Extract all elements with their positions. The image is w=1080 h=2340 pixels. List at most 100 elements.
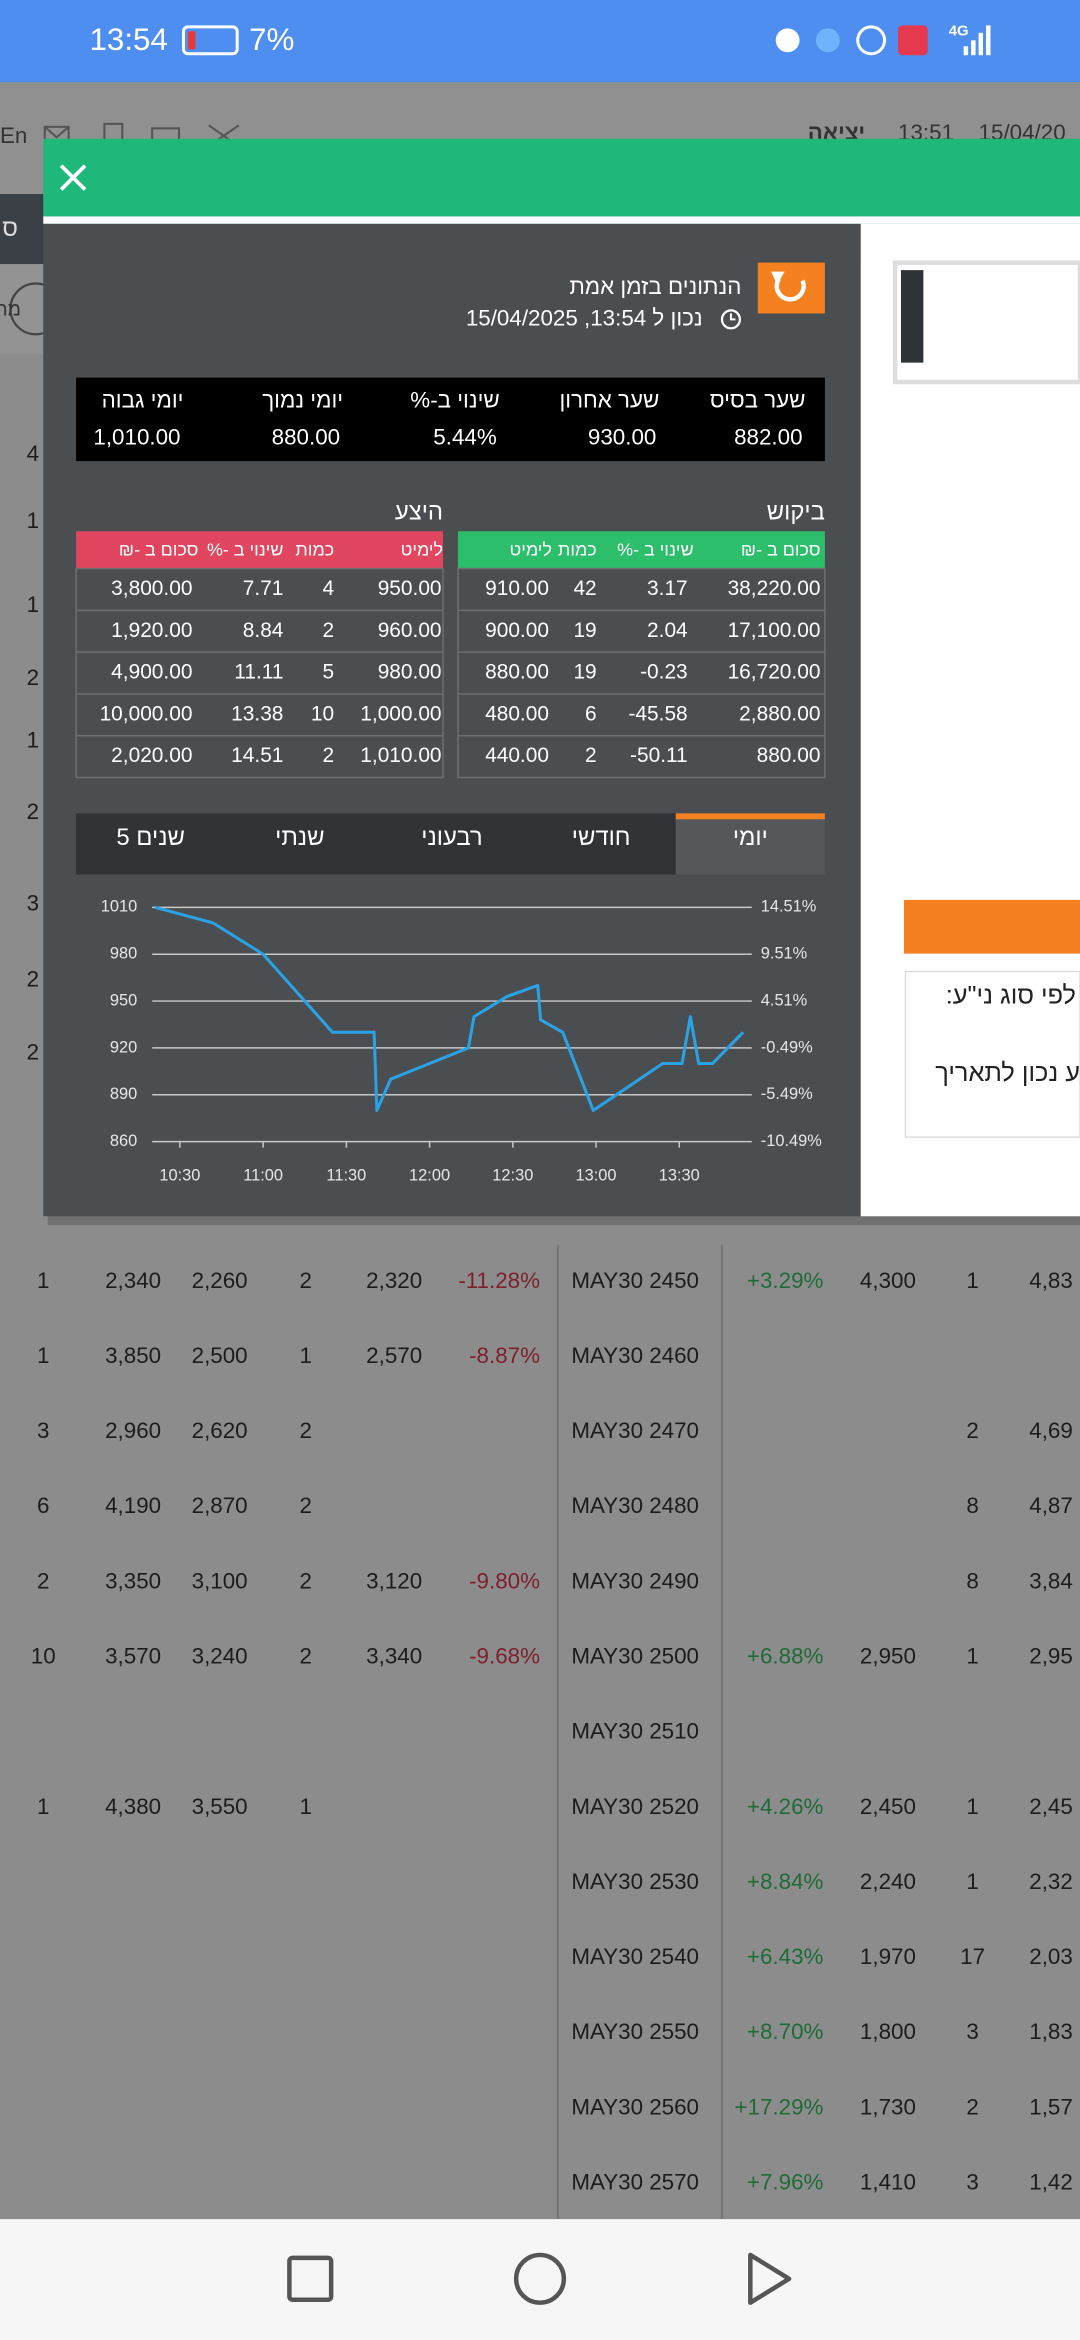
table-cell: 1,57 <box>1029 2094 1073 2119</box>
ask-cell: 14.51 <box>231 744 283 767</box>
period-tab[interactable]: יומי <box>733 824 768 851</box>
y-tick-label: 950 <box>110 991 137 1009</box>
whatsapp-icon <box>856 25 887 56</box>
y2-tick-label: -0.49% <box>761 1038 813 1056</box>
bid-table-frame <box>457 567 826 779</box>
edge-digit: 2 <box>27 966 39 991</box>
bid-cell: 19 <box>573 619 596 642</box>
ask-cell: 1,010.00 <box>360 744 441 767</box>
ask-cell: 8.84 <box>243 619 284 642</box>
table-cell: 3,850 <box>105 1343 161 1368</box>
table-cell: 3 <box>37 1418 49 1443</box>
bid-header: סכום ב -₪ <box>741 539 821 559</box>
summary-value: 930.00 <box>588 425 656 450</box>
table-cell: 2,960 <box>105 1418 161 1443</box>
period-tab[interactable]: 5 שנים <box>116 824 185 851</box>
chat-icon <box>775 28 800 53</box>
table-cell: 1 <box>37 1343 49 1368</box>
back-button[interactable] <box>748 2252 792 2305</box>
table-cell: 1 <box>37 1794 49 1819</box>
table-cell: 2,870 <box>192 1493 248 1518</box>
table-cell: 2,570 <box>366 1343 422 1368</box>
bid-cell: 910.00 <box>485 577 549 600</box>
bid-cell: 880.00 <box>485 661 549 684</box>
summary-table <box>76 377 825 462</box>
battery-level <box>187 31 196 50</box>
table-cell: MAY30 2530 <box>571 1869 699 1894</box>
side-scrollbar[interactable] <box>900 270 924 363</box>
x-tick-label: 11:30 <box>326 1166 366 1184</box>
table-cell: 2,03 <box>1029 1944 1073 1969</box>
bid-cell: -45.58 <box>628 702 687 725</box>
ask-header: שינוי ב -% <box>207 539 283 559</box>
table-cell: 2 <box>300 1418 312 1443</box>
ask-title: היצע <box>395 499 443 526</box>
ask-cell: 980.00 <box>378 661 442 684</box>
table-cell: 2,32 <box>1029 1869 1073 1894</box>
table-cell: 3,120 <box>366 1568 422 1593</box>
ask-header: כמות <box>295 539 334 559</box>
bid-header: לימיט <box>510 539 552 559</box>
ask-header: סכום ב -₪ <box>119 539 199 559</box>
clock-hands <box>729 313 736 321</box>
battery-icon <box>181 25 239 56</box>
table-cell: 3,84 <box>1029 1568 1073 1593</box>
recents-button[interactable] <box>287 2255 334 2302</box>
active-tab-indicator <box>675 813 825 820</box>
y-tick-label: 980 <box>110 945 137 963</box>
table-cell: 1 <box>37 1268 49 1293</box>
bid-cell: -0.23 <box>640 661 688 684</box>
side-text: לפי סוג ני"ע: <box>946 982 1076 1010</box>
table-cell: 2 <box>300 1268 312 1293</box>
summary-value: 1,010.00 <box>93 425 180 450</box>
refresh-button[interactable] <box>757 262 825 314</box>
ask-cell: 2 <box>323 619 335 642</box>
nav-bar <box>0 2219 1080 2340</box>
x-tick-label: 13:30 <box>659 1166 700 1184</box>
side-scroll-box <box>892 260 1080 385</box>
table-cell: 4,83 <box>1029 1268 1073 1293</box>
overlay-texts: 13:54 7% 4G <box>90 22 969 57</box>
table-cell: 4,380 <box>105 1794 161 1819</box>
bid-cell: 900.00 <box>485 619 549 642</box>
side-text: ע נכון לתאריך <box>935 1059 1080 1087</box>
period-tab[interactable]: חודשי <box>572 824 631 851</box>
summary-value: 880.00 <box>272 425 340 450</box>
table-cell: MAY30 2560 <box>571 2094 699 2119</box>
table-cell: 1,730 <box>860 2094 916 2119</box>
table-cell: 2,45 <box>1029 1794 1073 1819</box>
table-cell: +17.29% <box>734 2094 823 2119</box>
modal-header-rule <box>43 216 1080 224</box>
period-tab[interactable]: רבעוני <box>421 824 482 851</box>
close-button[interactable] <box>59 164 87 191</box>
table-cell: 2,620 <box>192 1418 248 1443</box>
table-cell: MAY30 2500 <box>571 1644 699 1669</box>
y2-tick-label: -5.49% <box>761 1085 813 1103</box>
ask-table-frame <box>75 567 444 779</box>
signal-bar <box>971 40 976 56</box>
edge-digit: 2 <box>27 1040 39 1065</box>
y2-tick-label: 14.51% <box>761 898 817 916</box>
table-cell: 2,240 <box>860 1869 916 1894</box>
table-cell: 4,300 <box>860 1268 916 1293</box>
home-button[interactable] <box>513 2252 567 2305</box>
table-cell: 2,260 <box>192 1268 248 1293</box>
table-cell: -9.68% <box>469 1644 540 1669</box>
table-cell: 2 <box>300 1493 312 1518</box>
background-rows: Enיציאה13:5115/04/20סמח41121232212,3402,… <box>0 120 1073 2194</box>
ask-cell: 1,000.00 <box>360 702 441 725</box>
table-cell: 10 <box>31 1644 56 1669</box>
clock-icon <box>720 309 742 330</box>
table-cell: 2,95 <box>1029 1644 1073 1669</box>
table-cell: MAY30 2460 <box>571 1343 699 1368</box>
period-tab[interactable]: שנתי <box>275 824 324 851</box>
bid-cell: 2 <box>585 744 597 767</box>
summary-value: 5.44% <box>433 425 497 450</box>
bid-cell: 38,220.00 <box>728 577 821 600</box>
table-cell: 1,970 <box>860 1944 916 1969</box>
y2-tick-label: 4.51% <box>761 991 808 1009</box>
table-cell: 2 <box>37 1568 49 1593</box>
table-cell: 2,320 <box>366 1268 422 1293</box>
table-cell: +6.88% <box>747 1644 824 1669</box>
table-cell: MAY30 2510 <box>571 1719 699 1744</box>
